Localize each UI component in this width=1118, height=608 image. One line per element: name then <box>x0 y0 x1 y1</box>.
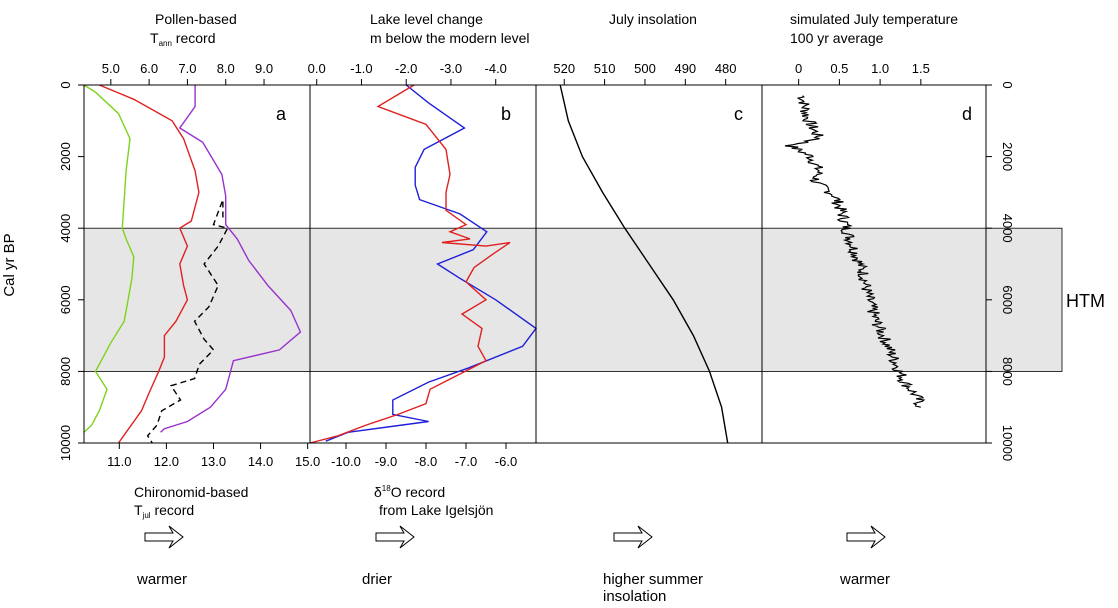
panel-a-top-header-main: T <box>150 30 159 46</box>
panel-b-bottom-header-rest: O record <box>391 484 445 500</box>
x-top-tick-label-b: 0.0 <box>308 61 326 76</box>
panel-b-bottom-header-sup: 18 <box>382 484 391 493</box>
panel-a-top-header-line1: Pollen-based <box>155 11 237 27</box>
panel-b-arrow-label: drier <box>362 571 392 588</box>
x-bottom-tick-label-a: 12.0 <box>154 454 179 469</box>
panel-a-top-header-rest: record <box>172 30 216 46</box>
x-top-tick-label-a: 6.0 <box>140 61 158 76</box>
y-tick-label-left: 8000 <box>58 357 73 386</box>
panel-b-bottom-header-line2: from Lake Igelsjön <box>379 502 493 518</box>
x-top-tick-label-c: 490 <box>674 61 696 76</box>
x-bottom-tick-label-a: 14.0 <box>248 454 273 469</box>
x-bottom-tick-label-b: -6.0 <box>495 454 517 469</box>
y-tick-label-right: 6000 <box>1000 285 1015 314</box>
series-line-a-2 <box>160 85 302 433</box>
panel-a-bottom-header-line1: Chironomid-based <box>134 484 248 500</box>
right-arrow-icon <box>613 525 653 549</box>
x-top-tick-label-d: 0 <box>795 61 802 76</box>
x-bottom-tick-label-a: 11.0 <box>107 454 131 469</box>
y-tick-label-right: 2000 <box>1000 142 1015 171</box>
htm-label: HTM <box>1066 291 1105 311</box>
panel-frame-d <box>761 84 987 444</box>
x-top-tick-label-c: 480 <box>715 61 737 76</box>
panel-a-bottom-header-sub: jul <box>142 511 151 520</box>
htm-band-rect <box>83 227 1063 372</box>
panel-d-top-header-line2: 100 yr average <box>790 30 884 46</box>
x-bottom-tick-label-a: 15.0 <box>295 454 320 469</box>
x-top-tick-label-c: 520 <box>553 61 575 76</box>
panel-a-bottom-header-rest: record <box>151 502 195 518</box>
panel-a-bottom-header-main: T <box>134 502 143 518</box>
direction-arrows <box>144 525 886 549</box>
arrow-shape <box>375 525 415 549</box>
x-bottom-tick-label-a: 13.0 <box>201 454 226 469</box>
arrow-shape <box>613 525 653 549</box>
panel-frames <box>83 84 987 444</box>
y-tick-label-right: 10000 <box>1000 425 1015 461</box>
x-top-tick-label-d: 1.0 <box>871 61 889 76</box>
panel-d-top-header-line1: simulated July temperature <box>790 11 958 27</box>
series-line-a-1 <box>99 84 200 444</box>
right-arrow-icon <box>846 525 886 549</box>
x-top-tick-label-d: 1.5 <box>912 61 930 76</box>
y-axis-label: Cal yr BP <box>1 233 18 296</box>
y-tick-label-left: 2000 <box>58 142 73 171</box>
arrow-shape <box>846 525 886 549</box>
panel-letter-b: b <box>501 104 511 124</box>
series-line-a-3 <box>146 199 229 444</box>
x-bottom-tick-label-b: -8.0 <box>415 454 437 469</box>
panel-a-top-header-sub: ann <box>159 39 172 48</box>
x-top-tick-label-b: -3.0 <box>440 61 462 76</box>
series-line-b-1 <box>309 84 511 444</box>
right-arrow-icon <box>375 525 415 549</box>
y-tick-label-left: 4000 <box>58 214 73 243</box>
x-top-tick-label-a: 7.0 <box>178 61 196 76</box>
panel-c-top-header-line1: July insolation <box>609 11 697 27</box>
panel-a-top-header-line2: Tann record <box>150 30 216 48</box>
x-top-tick-label-c: 500 <box>634 61 656 76</box>
x-top-tick-label-a: 9.0 <box>255 61 273 76</box>
y-tick-label-left: 10000 <box>58 425 73 461</box>
axis-ticks: 0 2000 4000 6000 8000 10000 0 2000 4000 6000 8000 1… <box>58 61 1015 469</box>
panel-a-arrow-label: warmer <box>136 571 187 588</box>
panel-d-arrow-label: warmer <box>839 571 890 588</box>
x-top-tick-label-b: -2.0 <box>395 61 417 76</box>
x-top-tick-label-a: 5.0 <box>102 61 120 76</box>
panel-letter-a: a <box>276 104 287 124</box>
panel-a-bottom-header-line2: Tjul record <box>134 502 194 520</box>
x-top-tick-label-a: 8.0 <box>217 61 235 76</box>
right-arrow-icon <box>144 525 184 549</box>
y-tick-label-right: 8000 <box>1000 357 1015 386</box>
series-line-b-0 <box>325 84 537 442</box>
series-line-a-0 <box>83 84 135 433</box>
arrow-shape <box>144 525 184 549</box>
panel-b-top-header-line2: m below the modern level <box>370 30 530 46</box>
series-line-d-0 <box>784 95 926 408</box>
panel-c-arrow-label-line2: insolation <box>603 588 666 605</box>
x-top-tick-label-c: 510 <box>594 61 616 76</box>
panel-b-top-header-line1: Lake level change <box>370 11 483 27</box>
panel-letter-d: d <box>962 104 972 124</box>
htm-band <box>83 227 1063 372</box>
y-tick-label-right: 0 <box>1000 81 1015 88</box>
x-top-tick-label-b: -1.0 <box>350 61 372 76</box>
x-bottom-tick-label-b: -9.0 <box>375 454 397 469</box>
y-tick-label-left: 0 <box>58 81 73 88</box>
data-series <box>83 84 926 444</box>
series-line-c-0 <box>559 84 729 444</box>
x-top-tick-label-d: 0.5 <box>830 61 848 76</box>
y-tick-label-right: 4000 <box>1000 214 1015 243</box>
y-tick-label-left: 6000 <box>58 285 73 314</box>
x-top-tick-label-b: -4.0 <box>485 61 507 76</box>
x-bottom-tick-label-b: -10.0 <box>331 454 361 469</box>
panel-letter-c: c <box>734 104 743 124</box>
panel-b-bottom-header-line1: δ18O record <box>374 484 445 500</box>
x-bottom-tick-label-b: -7.0 <box>455 454 477 469</box>
panel-b-bottom-header-main: δ <box>374 484 382 500</box>
panel-c-arrow-label-line1: higher summer <box>603 571 703 588</box>
